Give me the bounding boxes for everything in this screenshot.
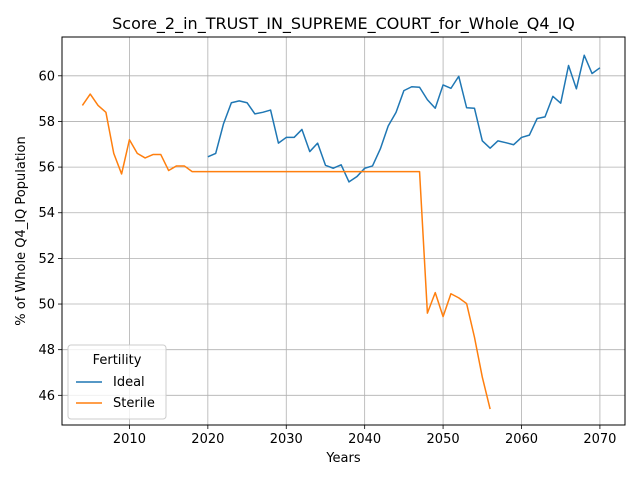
y-tick-label: 56 [38, 161, 55, 176]
legend-items: Ideal Sterile [76, 375, 155, 411]
x-tick-label: 2050 [427, 432, 460, 447]
legend: Fertility Ideal Sterile [67, 344, 167, 420]
y-axis-label: % of Whole Q4_IQ Population [14, 136, 29, 325]
legend-title: Fertility [93, 353, 142, 368]
chart-title: Score_2_in_TRUST_IN_SUPREME_COURT_for_Wh… [112, 14, 575, 34]
series-line-ideal [207, 54, 601, 183]
x-tick-label: 2030 [270, 432, 303, 447]
series-lines [81, 54, 601, 410]
x-tick-label: 2020 [191, 432, 224, 447]
x-axis-label: Years [325, 451, 361, 466]
y-tick-label: 50 [38, 298, 55, 313]
y-tick-label: 46 [38, 389, 55, 404]
x-tick-label: 2040 [348, 432, 381, 447]
x-axis-ticks: 2010 2020 2030 2040 2050 2060 2070 [113, 425, 616, 447]
y-tick-label: 58 [38, 115, 55, 130]
x-tick-label: 2060 [505, 432, 538, 447]
legend-label-sterile: Sterile [113, 396, 155, 411]
y-tick-label: 48 [38, 343, 55, 358]
x-tick-label: 2070 [583, 432, 616, 447]
legend-box [67, 344, 167, 420]
y-tick-label: 52 [38, 252, 55, 267]
y-axis-ticks: 46 48 50 52 54 56 58 60 [38, 69, 62, 404]
series-line-sterile [81, 93, 491, 410]
plot-frame [61, 36, 626, 426]
y-tick-label: 54 [38, 206, 55, 221]
x-tick-label: 2010 [113, 432, 146, 447]
y-tick-label: 60 [38, 69, 55, 84]
legend-label-ideal: Ideal [113, 375, 145, 390]
